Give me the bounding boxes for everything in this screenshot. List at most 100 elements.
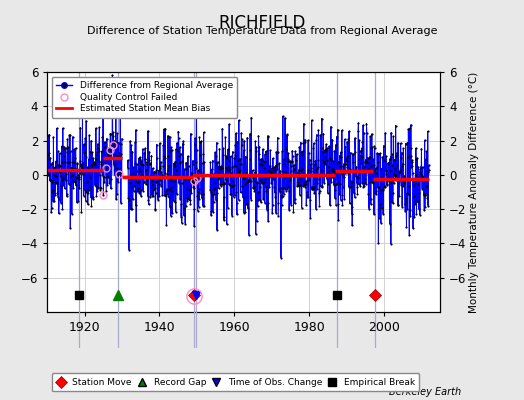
Point xyxy=(418,186,426,192)
Point xyxy=(277,185,285,192)
Point xyxy=(89,194,97,200)
Point xyxy=(364,154,372,161)
Point xyxy=(154,175,162,181)
Point xyxy=(274,149,282,156)
Point xyxy=(352,180,361,186)
Point xyxy=(257,156,265,162)
Point xyxy=(182,166,191,172)
Point xyxy=(86,194,95,200)
Point xyxy=(389,180,398,186)
Point xyxy=(395,169,403,176)
Point xyxy=(53,190,62,196)
Point xyxy=(56,150,64,156)
Point xyxy=(321,147,329,153)
Point xyxy=(173,172,181,178)
Point xyxy=(422,156,430,162)
Point xyxy=(266,147,275,154)
Point xyxy=(247,196,255,203)
Point xyxy=(373,164,381,170)
Point xyxy=(80,149,89,155)
Point xyxy=(355,137,364,144)
Point xyxy=(387,179,396,186)
Point xyxy=(341,136,349,142)
Point xyxy=(250,184,258,190)
Point xyxy=(88,202,96,209)
Point xyxy=(174,173,182,179)
Point xyxy=(137,187,145,193)
Point xyxy=(225,168,234,174)
Point xyxy=(307,168,315,174)
Point xyxy=(169,160,178,167)
Point xyxy=(74,172,82,178)
Point xyxy=(154,175,162,181)
Point xyxy=(73,166,82,173)
Point xyxy=(114,178,122,185)
Point xyxy=(92,125,100,131)
Point xyxy=(70,178,78,184)
Point xyxy=(215,146,224,152)
Point xyxy=(78,167,86,174)
Point xyxy=(356,167,364,173)
Point xyxy=(321,160,330,167)
Point xyxy=(315,188,324,194)
Point xyxy=(384,177,392,183)
Point xyxy=(327,124,335,130)
Point xyxy=(200,159,209,166)
Point xyxy=(385,178,393,184)
Point xyxy=(350,169,358,176)
Point xyxy=(177,200,185,207)
Point xyxy=(237,130,246,136)
Point xyxy=(394,140,402,146)
Point xyxy=(303,189,311,195)
Point xyxy=(365,154,374,160)
Point xyxy=(376,150,385,156)
Point xyxy=(223,154,232,161)
Point xyxy=(177,214,185,220)
Point xyxy=(136,160,145,166)
Point xyxy=(134,185,142,192)
Point xyxy=(240,175,248,182)
Point xyxy=(235,169,243,175)
Point xyxy=(52,180,61,186)
Point xyxy=(354,120,363,126)
Point xyxy=(79,171,87,177)
Point xyxy=(271,194,279,200)
Point xyxy=(409,177,418,184)
Point xyxy=(294,181,302,188)
Point xyxy=(401,195,410,201)
Point xyxy=(279,113,287,119)
Point xyxy=(342,158,351,165)
Point xyxy=(264,200,272,206)
Point xyxy=(215,166,224,172)
Point xyxy=(210,171,219,177)
Point xyxy=(283,186,291,192)
Point xyxy=(111,165,119,172)
Point xyxy=(141,145,149,152)
Point xyxy=(228,164,236,171)
Point xyxy=(394,202,402,208)
Point xyxy=(110,162,118,168)
Point xyxy=(262,148,270,155)
Point xyxy=(401,200,409,207)
Point xyxy=(361,175,369,182)
Point xyxy=(320,158,329,165)
Point xyxy=(358,164,367,170)
Point xyxy=(358,180,366,186)
Point xyxy=(180,176,189,182)
Point xyxy=(242,200,250,207)
Point xyxy=(265,167,273,173)
Point xyxy=(372,191,380,197)
Point xyxy=(171,163,179,169)
Point xyxy=(143,161,151,167)
Point xyxy=(288,153,297,160)
Point xyxy=(193,193,202,199)
Point xyxy=(363,167,372,174)
Point xyxy=(264,132,272,139)
Point xyxy=(194,203,203,210)
Point xyxy=(226,153,235,160)
Point xyxy=(220,194,228,200)
Point xyxy=(210,199,218,205)
Point xyxy=(93,188,101,195)
Point xyxy=(221,171,230,178)
Point xyxy=(257,180,266,186)
